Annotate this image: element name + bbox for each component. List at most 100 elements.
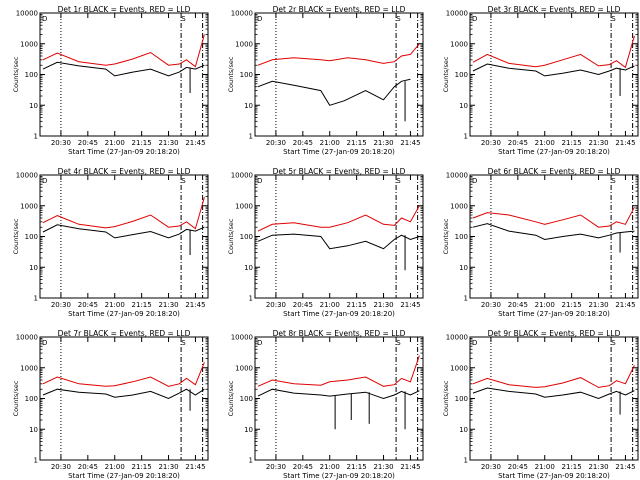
lld-series-line — [257, 355, 420, 387]
plot-frame — [254, 174, 424, 299]
panel-title: Det 3r BLACK = Events, RED = LLD — [488, 5, 621, 14]
x-tick-label: 21:15 — [132, 139, 152, 147]
x-tick-label: 20:45 — [508, 301, 528, 309]
x-tick-label: 21:00 — [320, 139, 340, 147]
y-tick-label: 10 — [244, 264, 253, 272]
x-tick-label: 21:00 — [535, 139, 555, 147]
plot-frame — [254, 12, 424, 137]
x-tick-label: 20:30 — [266, 463, 286, 471]
panel-marker: S — [611, 177, 616, 185]
y-axis-label: Counts/sec — [12, 56, 20, 92]
x-tick-label: 20:30 — [481, 301, 501, 309]
y-tick-label: 10000 — [446, 172, 468, 180]
lld-series-line — [257, 205, 420, 232]
x-tick-label: 20:30 — [481, 463, 501, 471]
plot-frame — [469, 174, 639, 299]
events-series-line — [472, 223, 635, 241]
x-tick-label: 21:45 — [185, 139, 205, 147]
panel-marker: D — [42, 177, 47, 185]
panel-marker: S — [396, 177, 401, 185]
plot-frame — [469, 336, 639, 461]
x-axis-label: Start Time (27-Jan-09 20:18:20) — [68, 472, 180, 480]
panel-marker: S — [396, 339, 401, 347]
x-tick-label: 21:15 — [562, 139, 582, 147]
y-tick-label: 10 — [459, 102, 468, 110]
y-tick-label: 1 — [464, 295, 468, 303]
y-tick-label: 100 — [25, 71, 38, 79]
panel-4: Det 4r BLACK = Events, RED = LLD 1 10 100 10… — [12, 167, 209, 318]
events-series-line — [257, 388, 420, 400]
x-tick-label: 21:00 — [320, 301, 340, 309]
x-axis-label: Start Time (27-Jan-09 20:18:20) — [283, 148, 395, 156]
events-series-line — [257, 78, 411, 106]
panel-2: Det 2r BLACK = Events, RED = LLD 1 10 100 10… — [227, 5, 424, 156]
y-tick-label: 100 — [455, 395, 468, 403]
y-tick-label: 100 — [25, 395, 38, 403]
panel-marker: S — [181, 15, 186, 23]
panel-marker: S — [611, 339, 616, 347]
x-tick-label: 21:30 — [158, 139, 178, 147]
lld-series-line — [257, 43, 420, 66]
x-tick-label: 21:30 — [158, 301, 178, 309]
y-tick-label: 10000 — [16, 172, 38, 180]
lld-series-line — [472, 35, 635, 69]
panel-marker: D — [257, 339, 262, 347]
y-tick-label: 10 — [459, 426, 468, 434]
y-tick-label: 100 — [240, 233, 253, 241]
panel-marker: D — [42, 15, 47, 23]
y-tick-label: 1 — [249, 133, 253, 141]
plot-frame — [39, 336, 209, 461]
y-tick-label: 1000 — [450, 202, 468, 210]
y-axis-label: Counts/sec — [442, 56, 450, 92]
x-tick-label: 21:15 — [347, 463, 367, 471]
y-axis-label: Counts/sec — [227, 56, 235, 92]
y-tick-label: 10000 — [446, 334, 468, 342]
events-series-line — [42, 388, 205, 400]
panel-marker: S — [611, 15, 616, 23]
events-series-line — [472, 63, 635, 77]
y-tick-label: 10000 — [231, 334, 253, 342]
x-tick-label: 21:30 — [373, 139, 393, 147]
y-tick-label: 10000 — [16, 10, 38, 18]
x-tick-label: 21:00 — [105, 301, 125, 309]
plot-frame — [39, 12, 209, 137]
x-tick-label: 21:45 — [615, 301, 635, 309]
x-tick-label: 21:45 — [400, 139, 420, 147]
x-tick-label: 21:15 — [132, 301, 152, 309]
y-tick-label: 100 — [455, 71, 468, 79]
x-tick-label: 21:00 — [320, 463, 340, 471]
x-axis-label: Start Time (27-Jan-09 20:18:20) — [498, 472, 610, 480]
y-tick-label: 1 — [249, 295, 253, 303]
x-tick-label: 20:30 — [51, 139, 71, 147]
panel-8: Det 8r BLACK = Events, RED = LLD 1 10 100 10… — [227, 329, 424, 480]
y-tick-label: 100 — [455, 233, 468, 241]
x-axis-label: Start Time (27-Jan-09 20:18:20) — [498, 148, 610, 156]
panel-title: Det 5r BLACK = Events, RED = LLD — [273, 167, 406, 176]
x-axis-label: Start Time (27-Jan-09 20:18:20) — [283, 472, 395, 480]
y-tick-label: 10000 — [446, 10, 468, 18]
y-tick-label: 10000 — [16, 334, 38, 342]
x-tick-label: 20:45 — [508, 139, 528, 147]
x-tick-label: 21:15 — [562, 301, 582, 309]
y-tick-label: 1000 — [235, 364, 253, 372]
panel-title: Det 4r BLACK = Events, RED = LLD — [58, 167, 191, 176]
x-tick-label: 20:45 — [293, 301, 313, 309]
x-axis-label: Start Time (27-Jan-09 20:18:20) — [68, 310, 180, 318]
x-tick-label: 21:00 — [535, 301, 555, 309]
x-tick-label: 20:30 — [481, 139, 501, 147]
x-tick-label: 21:15 — [347, 139, 367, 147]
x-tick-label: 21:30 — [158, 463, 178, 471]
x-tick-label: 21:30 — [373, 463, 393, 471]
x-tick-label: 21:15 — [347, 301, 367, 309]
lld-series-line — [472, 206, 635, 228]
y-tick-label: 1 — [464, 133, 468, 141]
x-tick-label: 21:30 — [588, 463, 608, 471]
panel-marker: D — [472, 339, 477, 347]
y-axis-label: Counts/sec — [227, 380, 235, 416]
x-tick-label: 20:45 — [293, 139, 313, 147]
panel-title: Det 2r BLACK = Events, RED = LLD — [273, 5, 406, 14]
panel-title: Det 6r BLACK = Events, RED = LLD — [488, 167, 621, 176]
y-tick-label: 10 — [244, 426, 253, 434]
y-axis-label: Counts/sec — [12, 380, 20, 416]
y-tick-label: 1000 — [235, 202, 253, 210]
